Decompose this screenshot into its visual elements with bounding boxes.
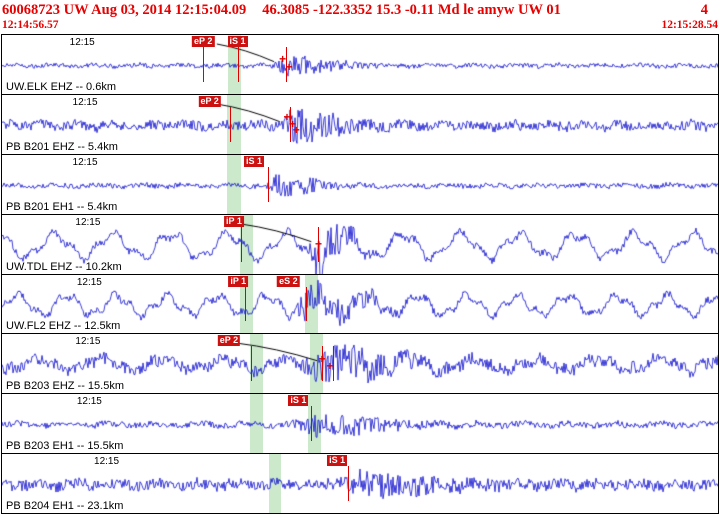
- pick-time-line: [229, 106, 231, 142]
- trace-row[interactable]: 12:15 UW.TDL EHZ -- 10.2km iP 1 +: [2, 214, 718, 275]
- amplitude-marker-icon: +: [289, 117, 297, 132]
- amplitude-marker-icon: +: [292, 123, 300, 138]
- event-header: 60068723 UW Aug 03, 2014 12:15:04.09 46.…: [0, 0, 720, 19]
- time-tick-label: 12:15: [69, 37, 95, 48]
- phase-pick-flag[interactable]: eS 2: [277, 275, 300, 287]
- station-label: UW.FL2 EHZ -- 12.5km: [6, 320, 121, 333]
- phase-pick-flag[interactable]: iS 1: [244, 155, 265, 167]
- amplitude-marker-icon: +: [326, 358, 334, 373]
- trace-row[interactable]: 12:15 UW.ELK EHZ -- 0.6km eP 2 iS 1 + +: [2, 35, 718, 95]
- pick-time-line: [237, 47, 239, 82]
- pick-time-line: [241, 226, 243, 262]
- phase-pick-flag[interactable]: iP 1: [228, 275, 249, 287]
- phase-pick-flag[interactable]: eP 2: [198, 95, 221, 107]
- window-start-time: 12:14:56.57: [2, 19, 59, 31]
- time-tick-label: 12:15: [72, 156, 98, 168]
- waveform-canvas[interactable]: [2, 154, 718, 214]
- pick-time-line: [306, 286, 308, 322]
- trace-row[interactable]: 12:15 UW.FL2 EHZ -- 12.5km iP 1 eS 2: [2, 274, 718, 335]
- event-id-origin-time: 60068723 UW Aug 03, 2014 12:15:04.09: [2, 2, 247, 18]
- station-label: PB B203 EHZ -- 15.5km: [6, 380, 124, 393]
- pick-time-line: [289, 106, 291, 142]
- trace-row[interactable]: 12:15 PB B204 EH1 -- 23.1km iS 1: [2, 454, 718, 513]
- station-label: PB B203 EH1 -- 15.5km: [6, 440, 124, 453]
- event-flag-count: 4: [700, 2, 708, 18]
- time-tick-label: 12:15: [72, 96, 98, 108]
- time-tick-label: 12:15: [76, 276, 102, 288]
- trace-row[interactable]: 12:15 PB B203 EHZ -- 15.5km eP 2 + +: [2, 334, 718, 395]
- pick-time-line: [251, 346, 253, 382]
- time-tick-label: 12:15: [75, 336, 101, 348]
- pick-time-line: [311, 406, 313, 442]
- amplitude-marker-icon: +: [314, 237, 322, 252]
- station-label: PB B201 EH1 -- 5.4km: [6, 200, 118, 213]
- station-label: UW.ELK EHZ -- 0.6km: [6, 80, 117, 93]
- waveform-canvas[interactable]: [2, 214, 718, 274]
- time-range-bar: 12:14:56.57 12:15:28.54: [0, 19, 720, 34]
- pick-time-line: [347, 466, 349, 501]
- waveform-canvas[interactable]: [2, 274, 718, 334]
- pick-time-line: [203, 47, 205, 82]
- amplitude-marker-icon: +: [279, 51, 287, 66]
- pick-time-line: [286, 47, 288, 82]
- time-tick-label: 12:15: [75, 216, 101, 228]
- amplitude-marker-icon: +: [318, 351, 326, 366]
- phase-pick-flag[interactable]: iP 1: [224, 215, 244, 227]
- station-label: PB B201 EHZ -- 5.4km: [6, 140, 118, 153]
- waveform-canvas[interactable]: [2, 334, 718, 394]
- pick-time-line: [245, 286, 247, 322]
- trace-area: 12:15 UW.ELK EHZ -- 0.6km eP 2 iS 1 + + 12:…: [1, 34, 719, 514]
- amplitude-marker-icon: +: [283, 110, 291, 125]
- time-tick-label: 12:15: [94, 456, 120, 468]
- time-tick-label: 12:15: [76, 396, 102, 408]
- waveform-canvas[interactable]: [2, 394, 718, 454]
- waveform-canvas[interactable]: [2, 94, 718, 154]
- pick-time-line: [268, 166, 270, 202]
- waveform-canvas[interactable]: [2, 35, 718, 94]
- phase-pick-flag[interactable]: iS 1: [327, 455, 348, 467]
- trace-row[interactable]: 12:15 PB B201 EH1 -- 5.4km iS 1: [2, 154, 718, 215]
- phase-pick-flag[interactable]: eP 2: [217, 335, 241, 347]
- waveform-canvas[interactable]: [2, 454, 718, 513]
- phase-pick-flag[interactable]: iS 1: [288, 395, 309, 407]
- pick-time-line: [322, 346, 324, 382]
- trace-row[interactable]: 12:15 PB B203 EH1 -- 15.5km iS 1: [2, 394, 718, 455]
- station-label: PB B204 EH1 -- 23.1km: [6, 500, 124, 512]
- trace-row[interactable]: 12:15 PB B201 EHZ -- 5.4km eP 2 + + +: [2, 94, 718, 155]
- pick-time-line: [318, 226, 320, 262]
- phase-pick-flag[interactable]: iS 1: [227, 36, 248, 47]
- event-location-magnitude: 46.3085 -122.3352 15.3 -0.11 Md le amyw …: [262, 2, 561, 18]
- pick-time-line: [332, 346, 334, 382]
- amplitude-marker-icon: +: [285, 59, 293, 74]
- station-label: UW.TDL EHZ -- 10.2km: [6, 260, 122, 273]
- phase-pick-flag[interactable]: eP 2: [192, 36, 215, 47]
- window-end-time: 12:15:28.54: [661, 19, 718, 31]
